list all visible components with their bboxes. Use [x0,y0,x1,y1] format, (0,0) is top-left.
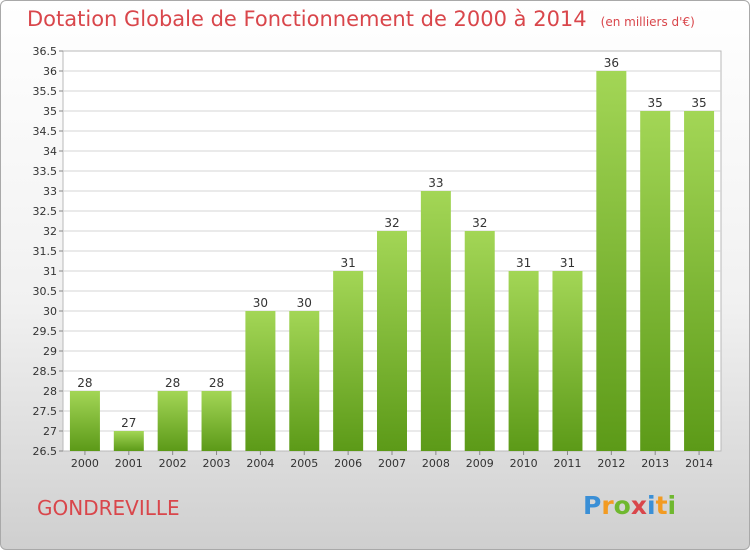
chart-title-text: Dotation Globale de Fonctionnement de 20… [27,7,587,31]
x-tick-label: 2002 [159,457,187,470]
value-label: 31 [516,256,531,270]
y-tick-label: 31 [43,265,57,278]
y-tick-label: 34.5 [33,125,58,138]
logo-letter: t [655,491,668,520]
y-tick-label: 32 [43,225,57,238]
x-tick-label: 2012 [597,457,625,470]
value-label: 32 [384,216,399,230]
value-label: 31 [340,256,355,270]
x-tick-label: 2004 [246,457,274,470]
y-tick-label: 27 [43,425,57,438]
y-axis-ticks: 26.5 27 27.5 28 28.5 29 29.5 30 30.5 31 31.5 32 32.5… [33,45,63,458]
x-tick-label: 2010 [510,457,538,470]
bar-2010 [508,271,539,451]
value-label: 30 [297,296,312,310]
logo-letter: x [630,491,647,520]
y-tick-label: 30.5 [33,285,58,298]
bar-2008 [420,191,451,451]
y-tick-label: 29 [43,345,57,358]
value-label: 28 [165,376,180,390]
chart-subtitle: (en milliers d'€) [600,15,695,29]
x-tick-label: 2007 [378,457,406,470]
y-tick-label: 30 [43,305,57,318]
bar-2012 [596,71,627,451]
x-tick-label: 2013 [641,457,669,470]
y-tick-label: 36 [43,65,57,78]
x-tick-label: 2003 [203,457,231,470]
logo-letter: i [647,491,656,520]
y-tick-label: 28 [43,385,57,398]
y-tick-label: 33 [43,185,57,198]
logo-letter: r [601,491,614,520]
value-label: 36 [604,56,619,70]
logo-letter: i [667,491,677,520]
bar-2011 [552,271,583,451]
value-label: 28 [77,376,92,390]
bar-2009 [464,231,495,451]
y-tick-label: 31.5 [33,245,58,258]
logo-letter: o [613,491,631,520]
value-labels: 28 27 28 28 30 30 31 32 33 32 31 31 36 35 35 [77,56,706,430]
value-label: 30 [253,296,268,310]
value-label: 27 [121,416,136,430]
y-tick-label: 33.5 [33,165,58,178]
bar-2004 [245,311,276,451]
x-tick-label: 2008 [422,457,450,470]
bar-2002 [157,391,188,451]
bar-2013 [640,111,671,451]
x-tick-label: 2005 [290,457,318,470]
y-tick-label: 29.5 [33,325,58,338]
x-tick-label: 2006 [334,457,362,470]
x-tick-label: 2000 [71,457,99,470]
y-tick-label: 32.5 [33,205,58,218]
y-tick-label: 27.5 [33,405,58,418]
bar-2003 [201,391,232,451]
x-tick-label: 2014 [685,457,713,470]
bar-2007 [377,231,407,451]
x-tick-label: 2001 [115,457,143,470]
y-tick-label: 34 [43,145,57,158]
x-tick-label: 2011 [553,457,581,470]
bar-2006 [333,271,364,451]
y-tick-label: 26.5 [33,445,58,458]
x-axis-ticks: 2000 2001 2002 2003 2004 2005 2006 2007 2008 2009… [71,451,713,470]
y-tick-label: 35.5 [33,85,58,98]
bar-2001 [113,431,144,451]
value-label: 31 [560,256,575,270]
value-label: 33 [428,176,443,190]
proxiti-logo[interactable]: Proxiti [583,491,676,520]
commune-name: GONDREVILLE [37,496,180,520]
logo-letter: P [583,491,602,520]
value-label: 28 [209,376,224,390]
bar-2014 [684,111,715,451]
value-label: 32 [472,216,487,230]
bars [69,71,715,451]
y-tick-label: 35 [43,105,57,118]
value-label: 35 [691,96,706,110]
y-tick-label: 28.5 [33,365,58,378]
chart-title: Dotation Globale de Fonctionnement de 20… [27,7,695,31]
x-tick-label: 2009 [466,457,494,470]
value-label: 35 [648,96,663,110]
bar-2000 [69,391,100,451]
bar-2005 [289,311,320,451]
y-tick-label: 36.5 [33,45,58,58]
